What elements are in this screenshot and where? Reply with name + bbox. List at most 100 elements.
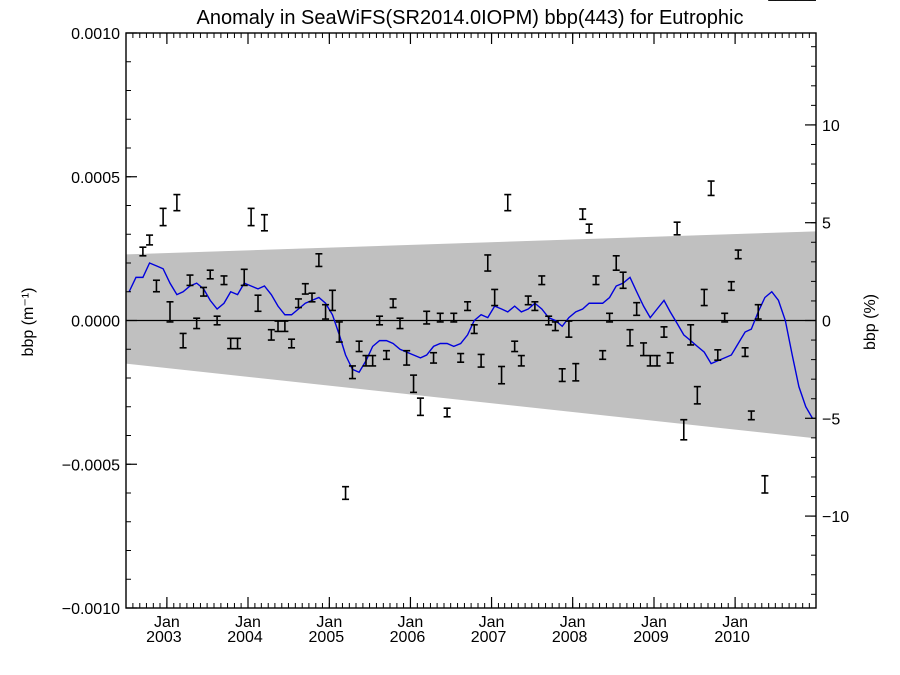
x-tick-year-label: 2008: [552, 629, 588, 646]
error-bar: [477, 353, 485, 368]
error-bar: [396, 317, 404, 330]
y-axis-right-label: bbp (%): [862, 294, 879, 350]
error-bar: [619, 271, 627, 290]
error-bar: [545, 315, 553, 326]
error-bar: [308, 292, 316, 303]
error-bar: [464, 301, 472, 312]
error-bar: [348, 365, 356, 380]
y-left-tick-label: −0.0005: [62, 457, 120, 474]
error-bar-layer: [139, 0, 816, 501]
error-bar: [186, 274, 194, 287]
error-bar: [166, 301, 174, 323]
y-right-tick-label: 0: [822, 314, 831, 331]
error-bar: [747, 410, 755, 421]
error-bar: [179, 332, 187, 349]
y-left-tick-label: 0.0005: [71, 170, 120, 187]
x-tick-month-label: Jan: [235, 614, 261, 631]
x-tick-year-label: 2003: [146, 629, 182, 646]
y-left-tick-label: −0.0010: [62, 601, 120, 618]
error-bar: [376, 315, 384, 326]
error-bar: [585, 223, 593, 234]
x-tick-month-label: Jan: [398, 614, 424, 631]
error-bar: [457, 352, 465, 363]
error-bar: [693, 385, 701, 405]
error-bar: [288, 338, 296, 349]
error-bar: [315, 253, 323, 268]
error-bar: [382, 349, 390, 361]
error-bar: [524, 295, 532, 306]
error-bar: [342, 485, 350, 501]
error-bar: [761, 474, 769, 494]
error-bar: [754, 303, 762, 320]
error-bar: [626, 328, 634, 347]
error-bar: [369, 354, 377, 367]
error-bar: [423, 310, 431, 325]
error-bar: [159, 207, 167, 227]
error-bar: [220, 275, 228, 286]
x-tick-month-label: Jan: [722, 614, 748, 631]
error-bar: [653, 354, 661, 367]
error-bar: [470, 324, 478, 335]
error-bar: [281, 320, 289, 333]
error-bar: [721, 312, 729, 323]
error-bar: [260, 213, 268, 232]
y-right-tick-label: 10: [822, 118, 840, 135]
error-bar: [558, 367, 566, 383]
chart-title: Anomaly in SeaWiFS(SR2014.0IOPM) bbp(443…: [197, 7, 744, 29]
x-tick-year-label: 2006: [390, 629, 426, 646]
error-bar: [687, 324, 695, 346]
x-tick-year-label: 2007: [471, 629, 507, 646]
error-bar: [430, 351, 438, 364]
error-bar: [227, 337, 235, 350]
error-bar: [335, 321, 343, 343]
error-bar: [294, 298, 302, 309]
error-bar: [301, 282, 309, 295]
error-bar: [247, 207, 255, 227]
error-bar: [240, 268, 248, 287]
x-tick-year-label: 2010: [714, 629, 750, 646]
error-bar: [741, 347, 749, 358]
y-right-tick-label: −5: [822, 411, 840, 428]
error-bar: [700, 288, 708, 307]
error-bar: [193, 317, 201, 330]
error-bar: [612, 255, 620, 271]
error-bar: [328, 289, 336, 312]
error-bar: [714, 349, 722, 361]
error-bar: [389, 298, 397, 309]
error-bar: [606, 312, 614, 323]
error-bar: [362, 354, 370, 367]
error-bar: [254, 294, 262, 313]
error-bar: [599, 349, 607, 361]
error-bar: [734, 249, 742, 260]
confidence-band: [126, 231, 816, 439]
error-bar: [152, 279, 160, 293]
error-bar: [572, 362, 580, 382]
error-bar: [565, 320, 573, 338]
error-bar: [410, 374, 418, 394]
error-bar: [484, 254, 492, 272]
error-bar: [633, 301, 641, 317]
error-bar: [504, 193, 512, 212]
error-bar: [267, 328, 275, 341]
error-bar: [673, 221, 681, 236]
y-right-tick-label: −10: [822, 509, 849, 526]
y-left-tick-label: 0.0010: [71, 26, 120, 43]
x-tick-year-label: 2009: [633, 629, 669, 646]
x-tick-year-label: 2004: [227, 629, 263, 646]
error-bar: [139, 246, 147, 257]
x-tick-month-label: Jan: [641, 614, 667, 631]
y-right-tick-label: 5: [822, 216, 831, 233]
error-bar: [322, 303, 330, 320]
error-bar: [531, 301, 539, 312]
error-bar: [727, 280, 735, 292]
error-bar: [680, 418, 688, 441]
error-bar: [538, 275, 546, 286]
error-bar: [498, 365, 506, 385]
error-bar: [491, 288, 499, 307]
error-bar: [666, 351, 674, 364]
x-tick-month-label: Jan: [316, 614, 342, 631]
x-tick-year-label: 2005: [309, 629, 345, 646]
error-bar: [646, 354, 654, 367]
error-bar: [274, 320, 282, 333]
